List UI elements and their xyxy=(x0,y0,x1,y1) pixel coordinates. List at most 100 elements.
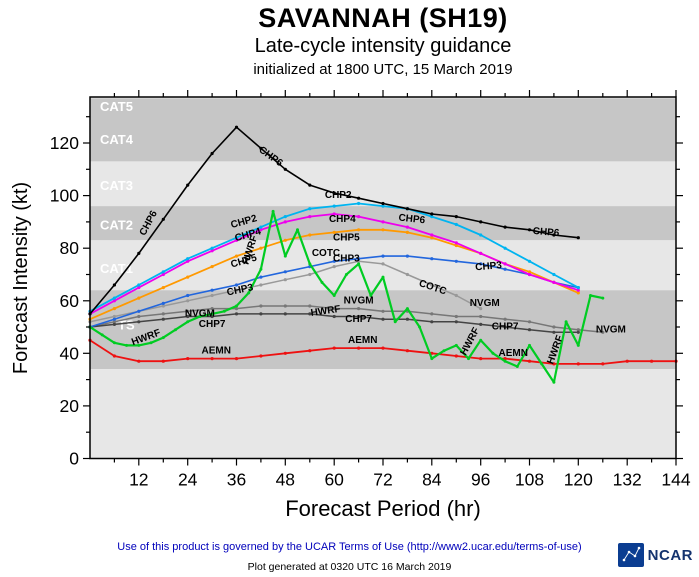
series-marker-NVGM xyxy=(308,304,312,308)
series-marker-COTC xyxy=(259,283,263,287)
series-marker-AEMN xyxy=(405,349,409,353)
series-marker-CHP5 xyxy=(357,228,361,232)
series-marker-CHP7 xyxy=(576,330,580,334)
series-marker-COTC xyxy=(161,304,165,308)
series-label-CHP4: CHP4 xyxy=(329,214,356,225)
series-marker-CHP2 xyxy=(552,272,556,277)
series-marker-CHP2 xyxy=(454,222,458,227)
series-marker-HWRF xyxy=(589,294,592,297)
series-label-NVGM: NVGM xyxy=(596,324,626,335)
series-label-AEMN: AEMN xyxy=(201,345,230,356)
series-marker-NVGM xyxy=(527,320,532,324)
series-marker-HWRF xyxy=(552,380,556,384)
band-label-CAT5: CAT5 xyxy=(100,99,133,114)
x-tick-label: 24 xyxy=(178,470,198,490)
series-marker-AEMN xyxy=(137,359,141,363)
series-marker-NVGM xyxy=(357,307,361,311)
series-marker-CHP4 xyxy=(381,220,385,224)
x-tick-label: 48 xyxy=(276,470,295,490)
series-marker-CHP5 xyxy=(112,307,116,311)
series-marker-HWRF xyxy=(149,341,153,345)
series-marker-CHP2 xyxy=(381,204,385,208)
ncar-logo-icon xyxy=(617,543,644,567)
series-marker-CHP7 xyxy=(161,317,165,321)
series-marker-CHP3 xyxy=(112,317,116,321)
series-marker-COTC xyxy=(186,299,190,303)
series-marker-CHP6 xyxy=(186,183,190,187)
series-marker-CHP4 xyxy=(357,215,361,219)
series-marker-HWRF xyxy=(283,254,287,258)
series-marker-HWRF xyxy=(320,280,324,284)
series-marker-CHP3 xyxy=(161,301,165,305)
series-marker-CHP5 xyxy=(454,243,458,248)
series-marker-NVGM xyxy=(210,307,214,311)
series-marker-CHP7 xyxy=(234,312,239,316)
series-marker-HWRF xyxy=(259,267,263,271)
series-marker-CHP7 xyxy=(137,320,141,324)
series-marker-HWRF xyxy=(235,304,238,308)
series-marker-HWRF xyxy=(198,315,202,318)
y-tick-label: 60 xyxy=(60,291,80,311)
series-marker-CHP7 xyxy=(552,330,556,334)
series-marker-CHP5 xyxy=(210,265,214,269)
y-tick-label: 120 xyxy=(50,133,79,153)
series-label-NVGM: NVGM xyxy=(344,295,374,306)
series-marker-HWRF xyxy=(528,343,531,347)
series-marker-CHP5 xyxy=(430,236,434,240)
series-marker-AEMN xyxy=(625,359,629,363)
series-marker-AEMN xyxy=(454,354,458,358)
series-marker-NVGM xyxy=(283,304,287,308)
series-marker-AEMN xyxy=(161,359,165,363)
series-marker-NVGM xyxy=(332,307,336,311)
series-marker-COTC xyxy=(308,272,312,277)
series-marker-CHP3 xyxy=(405,254,409,258)
series-marker-CHP7 xyxy=(381,317,385,321)
series-marker-CHP5 xyxy=(186,275,190,279)
series-marker-CHP7 xyxy=(210,314,214,319)
x-tick-label: 96 xyxy=(471,470,490,490)
series-marker-COTC xyxy=(430,283,434,287)
series-marker-CHP6 xyxy=(503,225,507,229)
series-marker-AEMN xyxy=(283,351,287,355)
series-marker-AEMN xyxy=(527,359,532,363)
series-marker-CHP4 xyxy=(405,225,409,229)
series-marker-NVGM xyxy=(503,317,507,321)
terms-of-use-text: Use of this product is governed by the U… xyxy=(117,541,582,553)
series-marker-CHP6 xyxy=(332,191,336,195)
series-marker-HWRF xyxy=(503,359,507,363)
series-marker-HWRF xyxy=(454,343,458,347)
band-label-CAT4: CAT4 xyxy=(100,132,134,147)
series-marker-AEMN xyxy=(357,346,361,350)
x-tick-label: 12 xyxy=(129,470,148,490)
y-tick-label: 40 xyxy=(60,343,80,363)
series-marker-AEMN xyxy=(381,346,385,350)
series-marker-CHP2 xyxy=(527,259,532,263)
series-marker-AEMN xyxy=(308,349,312,353)
series-marker-CHP3 xyxy=(454,259,458,263)
series-marker-AEMN xyxy=(479,357,483,361)
series-marker-CHP3 xyxy=(259,275,263,279)
series-marker-CHP2 xyxy=(332,204,336,208)
series-marker-NVGM xyxy=(137,314,141,319)
x-tick-label: 72 xyxy=(373,470,392,490)
series-marker-CHP2 xyxy=(479,233,483,237)
series-marker-CHP5 xyxy=(234,254,239,258)
series-marker-COTC xyxy=(479,307,483,311)
series-marker-COTC xyxy=(112,314,116,319)
series-marker-HWRF xyxy=(332,294,336,297)
series-marker-CHP4 xyxy=(234,238,239,242)
series-marker-CHP2 xyxy=(430,215,434,219)
band-label-CAT2: CAT2 xyxy=(100,218,133,233)
series-marker-CHP2 xyxy=(186,257,190,261)
series-marker-CHP5 xyxy=(527,270,532,274)
series-label-CHP3: CHP3 xyxy=(475,260,503,273)
series-marker-CHP4 xyxy=(576,288,580,292)
series-marker-CHP4 xyxy=(454,241,458,245)
series-marker-CHP6 xyxy=(161,217,165,221)
series-marker-CHP6 xyxy=(259,146,263,150)
series-marker-CHP7 xyxy=(527,328,532,332)
series-marker-CHP5 xyxy=(137,296,141,300)
page-subtitle: Late-cycle intensity guidance xyxy=(254,35,512,57)
plot-generated-text: Plot generated at 0320 UTC 16 March 2019 xyxy=(247,561,452,573)
series-marker-AEMN xyxy=(112,354,116,358)
